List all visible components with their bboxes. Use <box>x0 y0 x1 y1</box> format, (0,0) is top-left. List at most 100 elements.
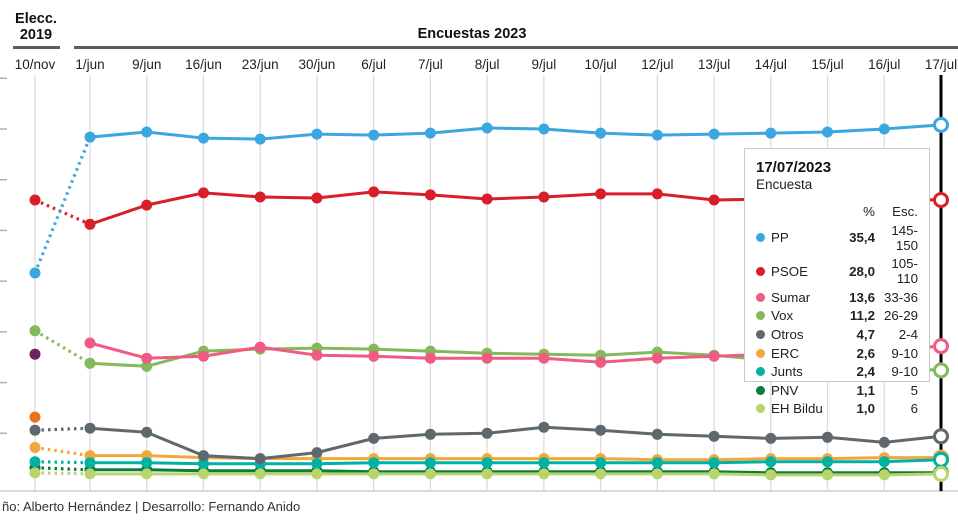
data-point[interactable] <box>765 432 777 444</box>
data-point[interactable] <box>198 468 209 480</box>
data-point[interactable] <box>424 189 436 201</box>
data-point[interactable] <box>84 218 96 230</box>
data-point[interactable] <box>595 424 607 436</box>
data-point[interactable] <box>424 428 436 440</box>
data-point[interactable] <box>481 352 493 364</box>
data-point[interactable] <box>651 129 663 141</box>
data-point[interactable] <box>424 127 436 139</box>
data-point[interactable] <box>538 468 550 480</box>
election-point-purple[interactable] <box>29 348 41 360</box>
data-point[interactable] <box>311 128 323 140</box>
data-point[interactable] <box>198 350 209 362</box>
data-point[interactable] <box>538 191 550 203</box>
data-point[interactable] <box>708 194 720 206</box>
data-point[interactable] <box>198 450 209 462</box>
data-point[interactable] <box>84 131 96 143</box>
data-point[interactable] <box>708 128 720 140</box>
data-point[interactable] <box>878 123 890 135</box>
data-point[interactable] <box>651 428 663 440</box>
data-point[interactable] <box>424 468 436 480</box>
data-point[interactable] <box>368 457 380 469</box>
data-point[interactable] <box>651 188 663 200</box>
data-point[interactable] <box>424 457 436 469</box>
data-point[interactable] <box>311 447 323 459</box>
data-point[interactable] <box>765 456 777 468</box>
data-point[interactable] <box>311 468 323 480</box>
data-point[interactable] <box>538 123 550 135</box>
data-point[interactable] <box>765 469 777 481</box>
data-point[interactable] <box>84 337 96 349</box>
data-point[interactable] <box>84 357 96 369</box>
election-point[interactable] <box>29 442 41 453</box>
data-point[interactable] <box>481 468 493 480</box>
data-point[interactable] <box>141 468 153 480</box>
data-point[interactable] <box>878 436 890 448</box>
data-point[interactable] <box>368 186 380 198</box>
election-point[interactable] <box>29 194 41 206</box>
data-point[interactable] <box>878 456 890 468</box>
data-point[interactable] <box>368 129 380 141</box>
data-point-current[interactable] <box>933 192 949 208</box>
data-point[interactable] <box>311 458 323 470</box>
data-point[interactable] <box>708 350 720 362</box>
data-point[interactable] <box>538 421 550 433</box>
data-point[interactable] <box>254 468 266 480</box>
data-point[interactable] <box>141 457 153 469</box>
data-point[interactable] <box>765 127 777 139</box>
data-point[interactable] <box>368 350 380 362</box>
data-point[interactable] <box>822 431 833 443</box>
data-point[interactable] <box>84 422 96 434</box>
data-point[interactable] <box>198 458 209 470</box>
data-point[interactable] <box>254 191 266 203</box>
data-point[interactable] <box>254 133 266 145</box>
data-point[interactable] <box>595 468 607 480</box>
data-point[interactable] <box>141 426 153 438</box>
data-point[interactable] <box>822 469 833 481</box>
data-point[interactable] <box>595 356 607 368</box>
data-point[interactable] <box>595 127 607 139</box>
election-point-orange[interactable] <box>29 411 41 423</box>
data-point[interactable] <box>481 122 493 134</box>
data-point[interactable] <box>708 468 720 480</box>
data-point[interactable] <box>141 352 153 364</box>
data-point[interactable] <box>84 468 96 480</box>
data-point[interactable] <box>481 427 493 439</box>
data-point-current[interactable] <box>933 338 949 355</box>
data-point[interactable] <box>311 349 323 361</box>
data-point[interactable] <box>822 126 833 138</box>
data-point-current[interactable] <box>933 465 949 482</box>
data-point[interactable] <box>708 457 720 469</box>
data-point[interactable] <box>368 468 380 480</box>
election-point[interactable] <box>29 267 41 279</box>
data-point[interactable] <box>651 457 663 469</box>
data-point[interactable] <box>141 126 153 138</box>
data-point[interactable] <box>538 352 550 364</box>
data-point[interactable] <box>198 132 209 144</box>
data-point-current[interactable] <box>933 428 949 445</box>
data-point[interactable] <box>254 453 266 465</box>
data-point[interactable] <box>708 430 720 442</box>
data-point-current[interactable] <box>933 362 949 379</box>
data-point[interactable] <box>595 188 607 200</box>
election-point[interactable] <box>29 424 41 436</box>
data-point-current[interactable] <box>933 116 949 133</box>
data-point[interactable] <box>198 187 209 199</box>
data-point[interactable] <box>878 469 890 481</box>
data-point[interactable] <box>481 457 493 469</box>
data-point[interactable] <box>254 341 266 353</box>
election-point[interactable] <box>29 325 41 337</box>
data-point[interactable] <box>311 192 323 204</box>
data-point[interactable] <box>141 360 153 372</box>
data-point-current[interactable] <box>933 451 949 468</box>
data-point[interactable] <box>595 457 607 469</box>
data-point[interactable] <box>822 456 833 468</box>
data-point[interactable] <box>368 432 380 444</box>
data-point[interactable] <box>481 193 493 205</box>
data-point[interactable] <box>424 352 436 364</box>
data-point[interactable] <box>651 468 663 480</box>
election-point[interactable] <box>29 456 41 468</box>
data-point[interactable] <box>141 199 153 211</box>
data-point[interactable] <box>651 352 663 364</box>
data-point[interactable] <box>538 457 550 469</box>
